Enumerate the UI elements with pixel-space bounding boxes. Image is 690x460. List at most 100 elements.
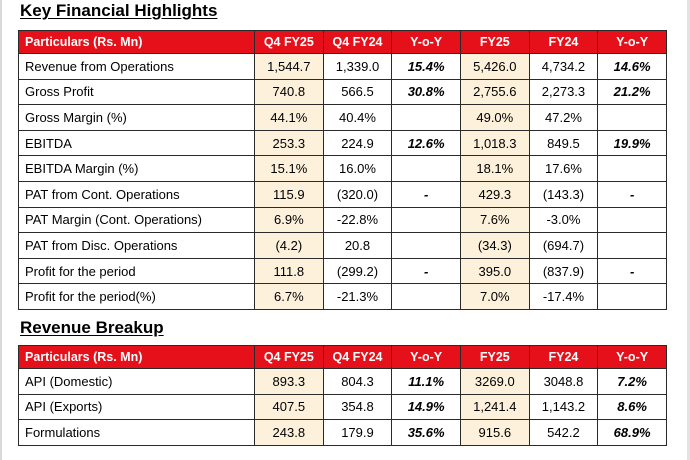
row-label: Profit for the period [18, 257, 255, 285]
table-cell: 17.6% [528, 155, 599, 182]
table-cell: (320.0) [322, 180, 393, 208]
table-cell: (299.2) [322, 257, 393, 285]
row-label: PAT from Cont. Operations [18, 180, 255, 208]
table-cell: (694.7) [528, 232, 599, 259]
column-header: FY25 [459, 345, 530, 369]
yoy-cell: - [391, 257, 461, 285]
yoy-cell [597, 232, 667, 259]
left-border [0, 0, 2, 460]
yoy-cell: 11.1% [391, 368, 461, 395]
row-label: PAT from Disc. Operations [18, 232, 255, 259]
table-cell: 1,018.3 [459, 129, 530, 157]
table-cell: (4.2) [254, 232, 324, 259]
yoy-cell: 8.6% [597, 393, 667, 421]
table-cell: 893.3 [254, 368, 324, 395]
column-header: FY25 [459, 30, 530, 54]
table-row: Profit for the period(%) 6.7% -21.3% 7.0… [18, 283, 667, 310]
yoy-cell [391, 232, 461, 259]
yoy-cell: 14.6% [597, 53, 667, 80]
column-header: Y-o-Y [597, 30, 667, 54]
key-financial-highlights-table: Particulars (Rs. Mn) Q4 FY25 Q4 FY24 Y-o… [18, 30, 667, 310]
table-cell: 1,544.7 [254, 53, 324, 80]
table-row: API (Domestic) 893.3 804.3 11.1% 3269.0 … [18, 368, 667, 395]
yoy-cell: 35.6% [391, 419, 461, 446]
revenue-breakup-table: Particulars (Rs. Mn) Q4 FY25 Q4 FY24 Y-o… [18, 345, 667, 446]
row-label: Gross Profit [18, 78, 255, 106]
table-row: EBITDA Margin (%) 15.1% 16.0% 18.1% 17.6… [18, 155, 667, 182]
table-cell: 20.8 [322, 232, 393, 259]
table-cell: 243.8 [254, 419, 324, 446]
table-cell: 115.9 [254, 180, 324, 208]
column-header: Q4 FY25 [254, 30, 324, 54]
yoy-cell [597, 206, 667, 234]
row-label: Revenue from Operations [18, 53, 255, 80]
section-title-key-financial-highlights: Key Financial Highlights [20, 1, 218, 20]
yoy-cell: - [391, 180, 461, 208]
column-header: FY24 [528, 30, 599, 54]
row-label: EBITDA Margin (%) [18, 155, 255, 182]
table-cell: 49.0% [459, 104, 530, 131]
table-cell: 7.0% [459, 283, 530, 310]
table-cell: 566.5 [322, 78, 393, 106]
row-label: EBITDA [18, 129, 255, 157]
table-cell: 395.0 [459, 257, 530, 285]
table-cell: (837.9) [528, 257, 599, 285]
table-cell: 6.9% [254, 206, 324, 234]
table-row: API (Exports) 407.5 354.8 14.9% 1,241.4 … [18, 393, 667, 421]
table-cell: 1,241.4 [459, 393, 530, 421]
table-cell: 1,143.2 [528, 393, 599, 421]
yoy-cell [391, 206, 461, 234]
table-cell: 179.9 [322, 419, 393, 446]
yoy-cell: - [597, 257, 667, 285]
table-cell: 3048.8 [528, 368, 599, 395]
right-border [687, 0, 690, 460]
yoy-cell [391, 283, 461, 310]
yoy-cell [597, 283, 667, 310]
table-cell: -21.3% [322, 283, 393, 310]
table-row: Gross Margin (%) 44.1% 40.4% 49.0% 47.2% [18, 104, 667, 131]
yoy-cell [391, 155, 461, 182]
table-cell: 5,426.0 [459, 53, 530, 80]
table-cell: 804.3 [322, 368, 393, 395]
table-cell: 44.1% [254, 104, 324, 131]
yoy-cell: 21.2% [597, 78, 667, 106]
row-label: API (Domestic) [18, 368, 255, 395]
row-label: Profit for the period(%) [18, 283, 255, 310]
yoy-cell: 14.9% [391, 393, 461, 421]
table-row: Profit for the period 111.8 (299.2) - 39… [18, 257, 667, 285]
yoy-cell: - [597, 180, 667, 208]
column-header: FY24 [528, 345, 599, 369]
table-cell: 740.8 [254, 78, 324, 106]
table-cell: (143.3) [528, 180, 599, 208]
yoy-cell: 12.6% [391, 129, 461, 157]
column-header: Y-o-Y [391, 345, 461, 369]
yoy-cell: 68.9% [597, 419, 667, 446]
table-row: Revenue from Operations 1,544.7 1,339.0 … [18, 53, 667, 80]
table-row: PAT Margin (Cont. Operations) 6.9% -22.8… [18, 206, 667, 234]
column-header: Particulars (Rs. Mn) [18, 345, 255, 369]
table-cell: 7.6% [459, 206, 530, 234]
table-row: Gross Profit 740.8 566.5 30.8% 2,755.6 2… [18, 78, 667, 106]
table-cell: 429.3 [459, 180, 530, 208]
table-cell: 18.1% [459, 155, 530, 182]
table-row: PAT from Cont. Operations 115.9 (320.0) … [18, 180, 667, 208]
row-label: Gross Margin (%) [18, 104, 255, 131]
table-cell: 849.5 [528, 129, 599, 157]
column-header: Q4 FY24 [322, 345, 393, 369]
table-cell: 542.2 [528, 419, 599, 446]
section-title-revenue-breakup: Revenue Breakup [20, 318, 164, 337]
table-cell: (34.3) [459, 232, 530, 259]
row-label: PAT Margin (Cont. Operations) [18, 206, 255, 234]
table-header-row: Particulars (Rs. Mn) Q4 FY25 Q4 FY24 Y-o… [18, 345, 667, 369]
table-cell: 915.6 [459, 419, 530, 446]
table-cell: -22.8% [322, 206, 393, 234]
table-header-row: Particulars (Rs. Mn) Q4 FY25 Q4 FY24 Y-o… [18, 30, 667, 54]
table-cell: 15.1% [254, 155, 324, 182]
table-row: EBITDA 253.3 224.9 12.6% 1,018.3 849.5 1… [18, 129, 667, 157]
table-row: Formulations 243.8 179.9 35.6% 915.6 542… [18, 419, 667, 446]
yoy-cell: 30.8% [391, 78, 461, 106]
row-label: API (Exports) [18, 393, 255, 421]
row-label: Formulations [18, 419, 255, 446]
table-cell: 3269.0 [459, 368, 530, 395]
yoy-cell: 7.2% [597, 368, 667, 395]
